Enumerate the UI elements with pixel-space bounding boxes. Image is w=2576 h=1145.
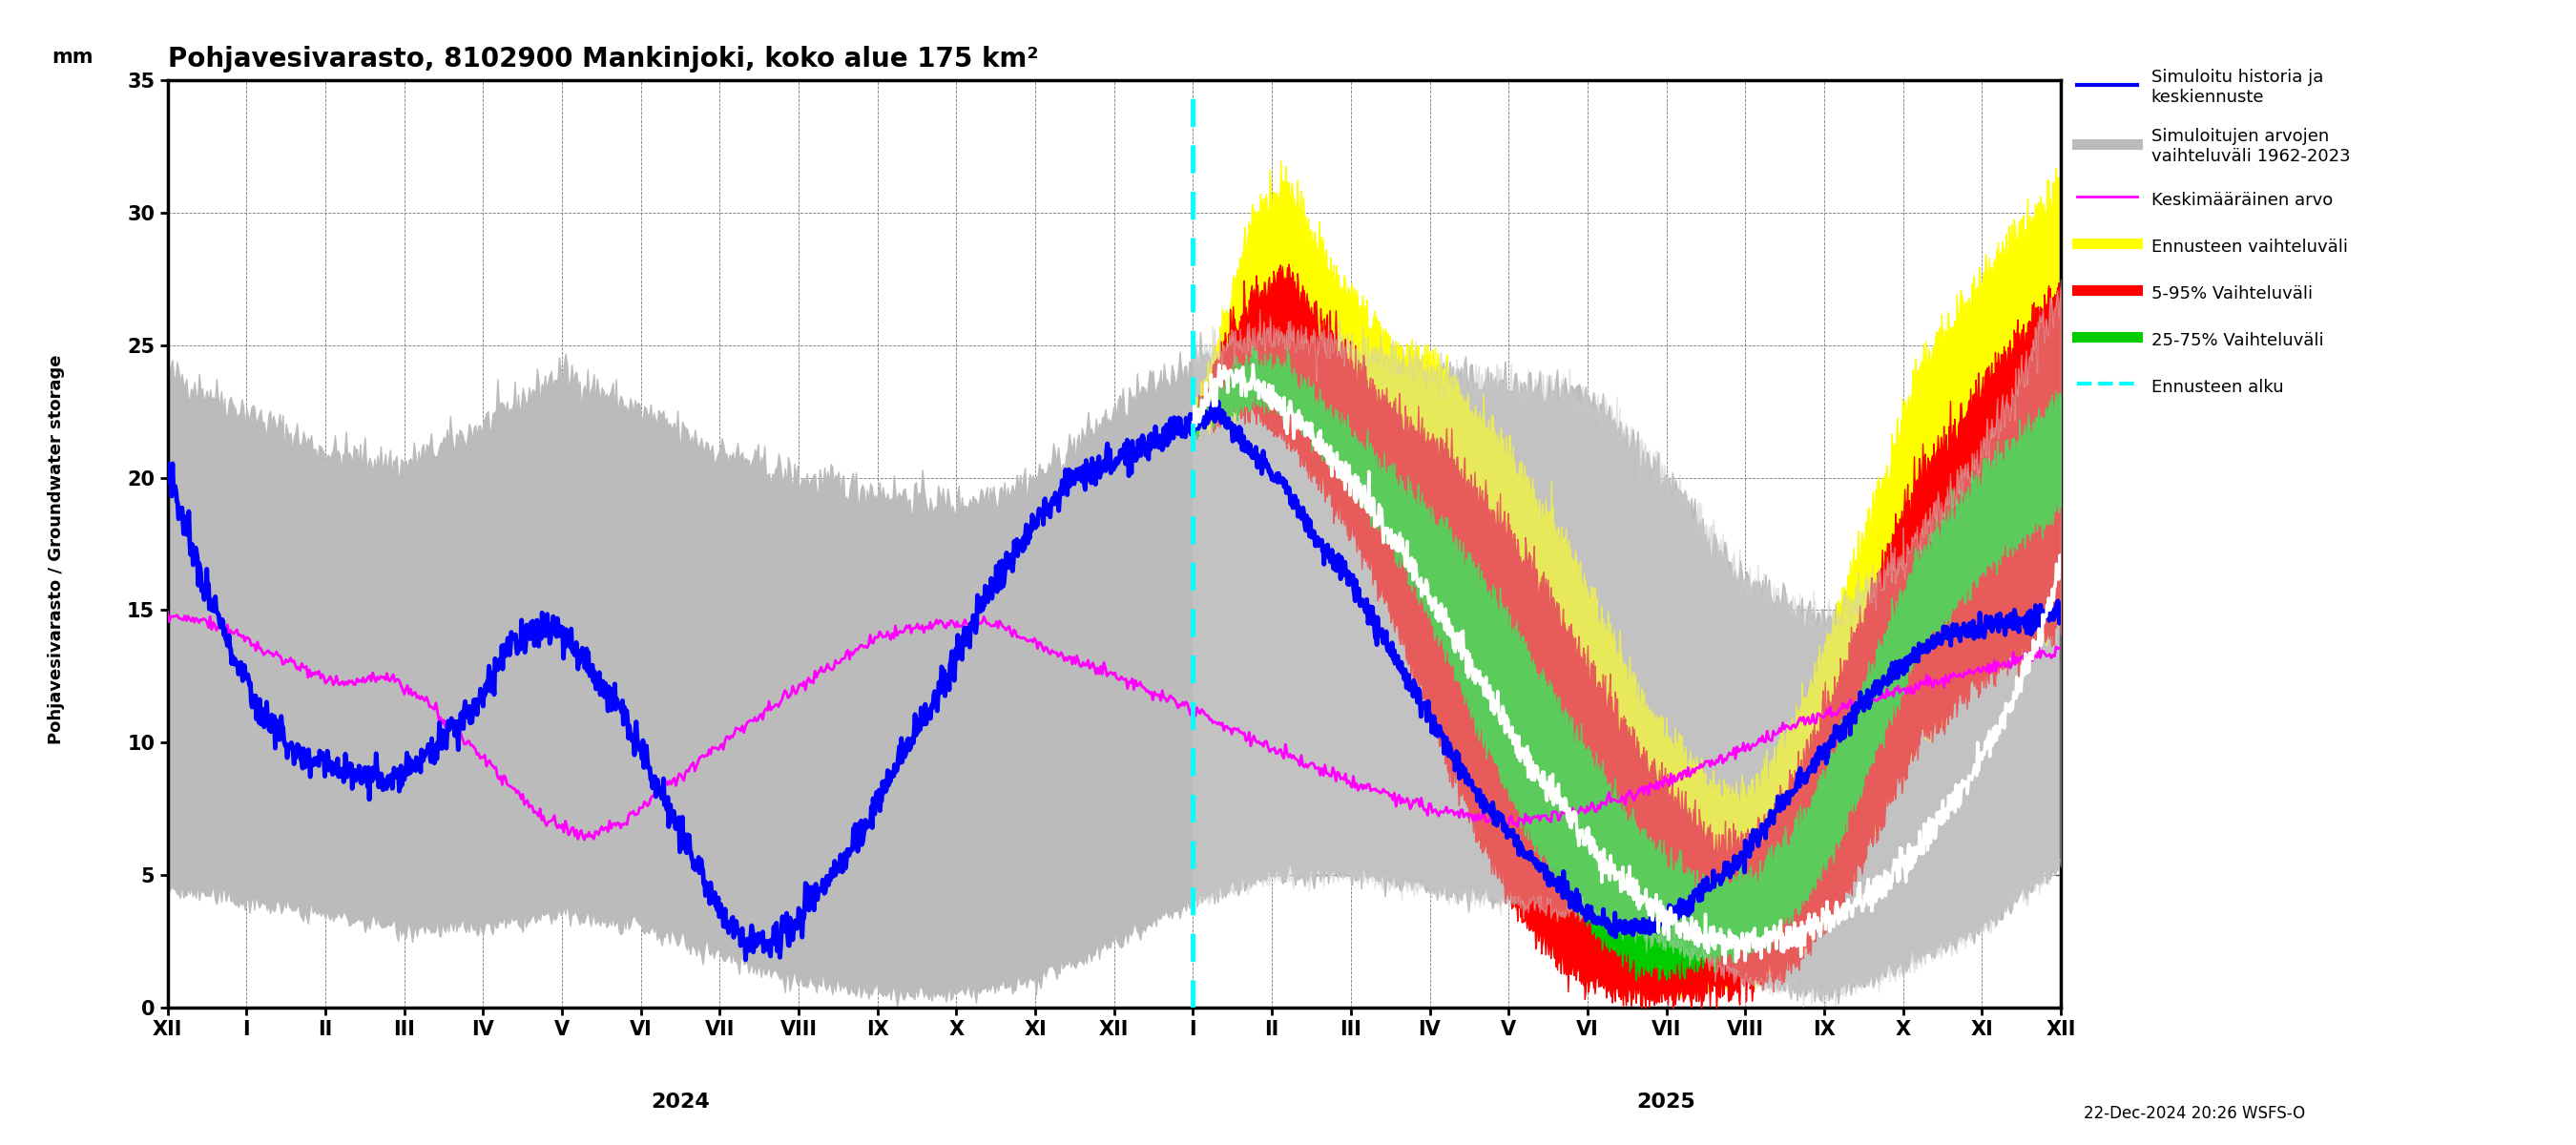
Text: 2024: 2024 [652, 1092, 708, 1112]
Legend: Simuloitu historia ja
keskiennuste, Simuloitujen arvojen
vaihteluväli 1962-2023,: Simuloitu historia ja keskiennuste, Simu… [2071, 62, 2357, 405]
Text: Pohjavesivarasto / Groundwater storage: Pohjavesivarasto / Groundwater storage [49, 355, 64, 744]
Text: mm: mm [52, 48, 93, 66]
Text: Pohjavesivarasto, 8102900 Mankinjoki, koko alue 175 km²: Pohjavesivarasto, 8102900 Mankinjoki, ko… [167, 46, 1038, 72]
Text: 22-Dec-2024 20:26 WSFS-O: 22-Dec-2024 20:26 WSFS-O [2084, 1105, 2306, 1122]
Text: 2025: 2025 [1636, 1092, 1695, 1112]
